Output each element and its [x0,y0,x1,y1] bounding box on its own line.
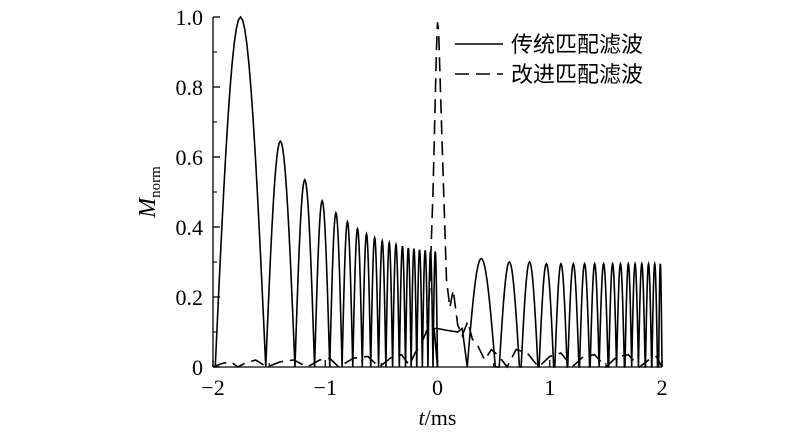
legend: 传统匹配滤波 改进匹配滤波 [455,33,643,88]
x-axis-title-var: t [419,405,426,430]
y-axis-title-main: M [135,196,161,219]
x-tick-label: 1 [544,375,555,400]
x-tick-label: 0 [432,375,443,400]
y-tick-label: 0 [192,355,203,380]
y-tick-label: 0.2 [176,285,204,310]
y-tick-label: 1.0 [176,5,204,30]
y-tick-label: 0.8 [176,75,204,100]
y-tick-label: 0.4 [176,215,204,240]
y-axis-title: Mnorm [135,166,164,219]
plot-area: −2 −1 0 1 2 0 0.2 0.4 0.6 0.8 1.0 [176,5,668,400]
legend-label-traditional: 传统匹配滤波 [511,33,643,58]
x-axis-title-unit: /ms [425,405,457,430]
x-tick-label: −2 [201,375,224,400]
x-axis-title: t/ms [419,405,457,430]
y-axis-title-sub: norm [148,166,164,198]
legend-label-improved: 改进匹配滤波 [511,63,643,88]
y-tick-label: 0.6 [176,145,204,170]
y-axis-ticks: 0 0.2 0.4 0.6 0.8 1.0 [176,5,220,380]
x-axis-ticks: −2 −1 0 1 2 [201,360,668,400]
x-tick-label: −1 [314,375,337,400]
x-tick-label: 2 [657,375,668,400]
